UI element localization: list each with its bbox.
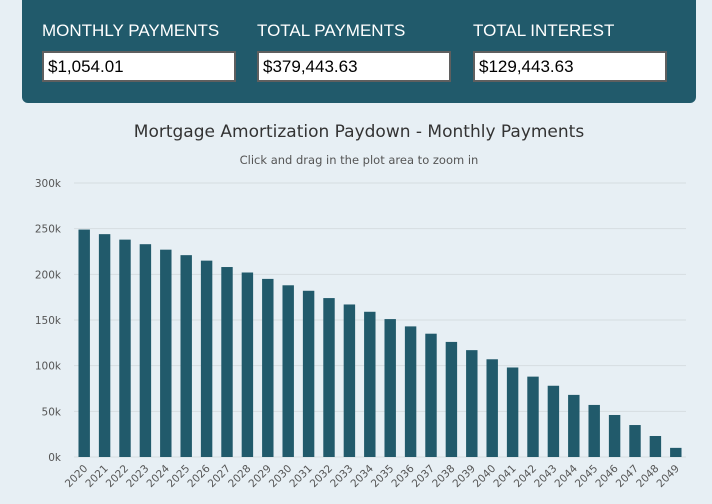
bar-2026[interactable] [200, 260, 213, 457]
y-tick-label: 0k [48, 452, 62, 464]
monthly-payments-value[interactable]: $1,054.01 [42, 51, 236, 82]
x-tick-label: 2041 [491, 463, 518, 490]
grid-lines [74, 182, 686, 458]
x-tick-label: 2021 [83, 463, 110, 490]
total-interest-value[interactable]: $129,443.63 [473, 51, 667, 82]
bar-series[interactable] [78, 229, 682, 457]
bar-2048[interactable] [649, 435, 662, 457]
bar-2047[interactable] [629, 425, 641, 457]
bar-2027[interactable] [221, 267, 233, 457]
total-payments-field: TOTAL PAYMENTS $379,443.63 [257, 22, 451, 82]
monthly-payments-field: MONTHLY PAYMENTS $1,054.01 [42, 22, 236, 82]
x-tick-label: 2048 [634, 463, 661, 490]
summary-panel: MONTHLY PAYMENTS $1,054.01 TOTAL PAYMENT… [22, 0, 696, 103]
x-tick-label: 2037 [410, 463, 437, 490]
bar-2045[interactable] [588, 404, 600, 457]
total-interest-field: TOTAL INTEREST $129,443.63 [473, 22, 667, 82]
x-tick-label: 2045 [573, 463, 600, 490]
x-tick-label: 2033 [328, 463, 355, 490]
bar-2022[interactable] [119, 239, 131, 457]
y-tick-label: 50k [42, 406, 62, 418]
bar-2025[interactable] [180, 255, 192, 457]
x-tick-label: 2029 [247, 463, 274, 490]
bar-2037[interactable] [425, 333, 437, 457]
bar-2023[interactable] [139, 244, 152, 457]
total-payments-value[interactable]: $379,443.63 [257, 51, 451, 82]
bar-2042[interactable] [527, 376, 539, 457]
x-tick-label: 2047 [614, 463, 641, 490]
bar-2031[interactable] [302, 290, 315, 457]
bar-2044[interactable] [568, 394, 580, 457]
x-tick-label: 2031 [287, 463, 314, 490]
x-tick-label: 2020 [63, 463, 90, 490]
y-tick-label: 200k [35, 269, 62, 281]
x-tick-label: 2035 [369, 463, 396, 490]
bar-2046[interactable] [608, 414, 621, 457]
y-tick-label: 100k [35, 361, 62, 373]
x-tick-label: 2032 [308, 463, 335, 490]
y-tick-label: 300k [35, 178, 62, 190]
total-interest-label: TOTAL INTEREST [473, 21, 615, 40]
x-tick-label: 2043 [532, 463, 559, 490]
x-tick-label: 2022 [104, 463, 131, 490]
chart-subtitle: Click and drag in the plot area to zoom … [240, 153, 479, 167]
bar-2029[interactable] [262, 278, 274, 457]
bar-2034[interactable] [364, 311, 376, 457]
amortization-chart[interactable]: Mortgage Amortization Paydown - Monthly … [0, 103, 712, 504]
bar-2040[interactable] [486, 359, 498, 457]
x-tick-label: 2038 [430, 463, 457, 490]
bar-2021[interactable] [98, 234, 111, 457]
x-tick-label: 2040 [471, 463, 498, 490]
x-tick-label: 2028 [226, 463, 253, 490]
x-tick-label: 2049 [655, 463, 682, 490]
bar-2038[interactable] [445, 341, 458, 457]
bar-2030[interactable] [282, 285, 294, 457]
bar-2020[interactable] [78, 229, 90, 457]
x-tick-label: 2039 [451, 463, 478, 490]
bar-2049[interactable] [670, 447, 682, 457]
bar-2043[interactable] [547, 385, 560, 457]
chart-title: Mortgage Amortization Paydown - Monthly … [134, 122, 585, 142]
y-tick-label: 250k [35, 224, 62, 236]
y-tick-label: 150k [35, 315, 62, 327]
total-payments-label: TOTAL PAYMENTS [257, 21, 406, 40]
x-tick-label: 2025 [165, 463, 192, 490]
x-tick-label: 2042 [512, 463, 539, 490]
bar-2028[interactable] [241, 272, 254, 457]
x-tick-label: 2030 [267, 463, 294, 490]
x-axis-ticks: 2020202120222023202420252026202720282029… [63, 462, 682, 490]
bar-2039[interactable] [466, 350, 478, 457]
x-tick-label: 2023 [124, 463, 151, 490]
monthly-payments-label: MONTHLY PAYMENTS [42, 21, 220, 40]
bar-2035[interactable] [384, 319, 396, 457]
bar-2033[interactable] [343, 304, 356, 457]
bar-2036[interactable] [404, 326, 417, 457]
bar-2041[interactable] [506, 367, 519, 457]
x-tick-label: 2027 [206, 463, 233, 490]
y-axis-ticks: 0k 50k 100k 150k 200k 250k 300k [35, 178, 62, 464]
bar-2024[interactable] [160, 249, 172, 457]
bar-2032[interactable] [323, 298, 335, 457]
